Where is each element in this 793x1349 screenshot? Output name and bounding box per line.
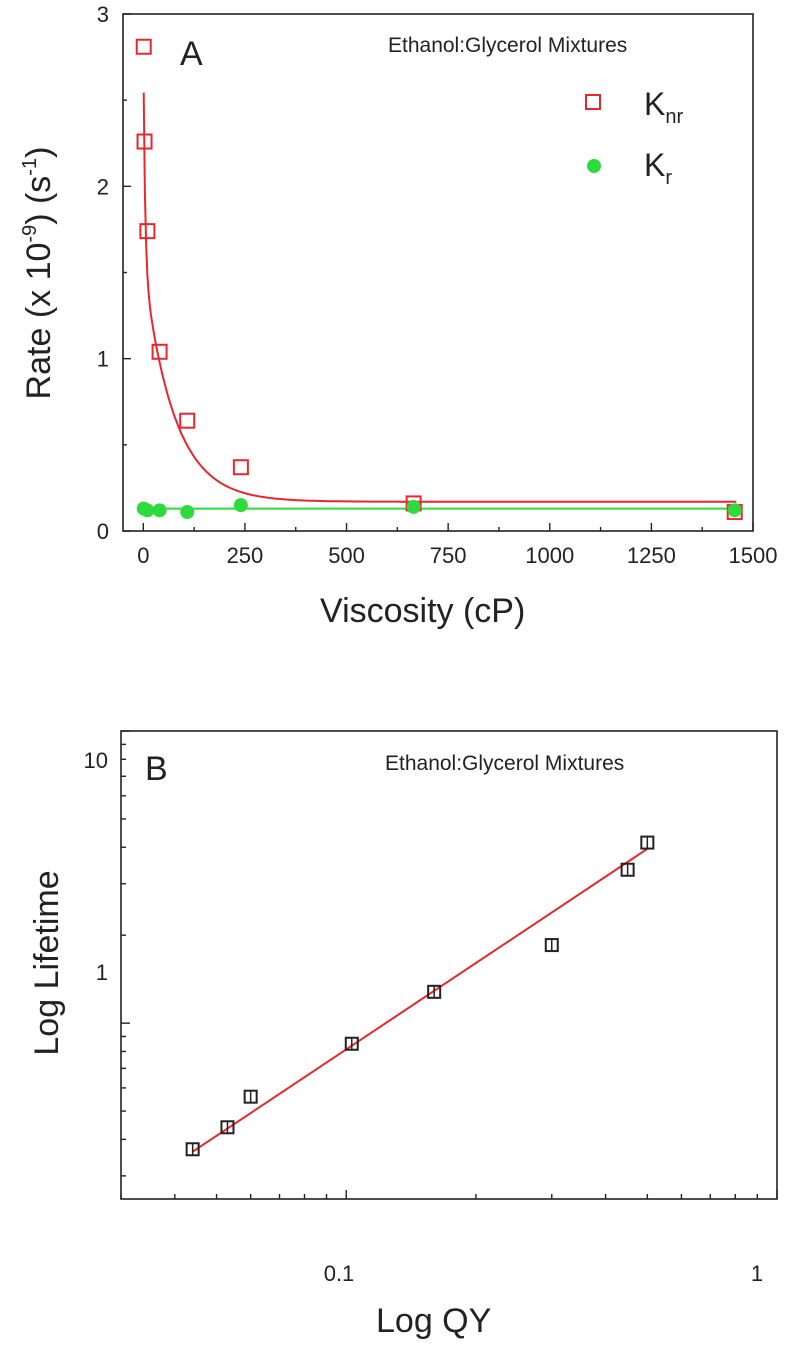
kr-point: [233, 498, 248, 513]
knr-point: [232, 459, 249, 476]
kr-point: [406, 499, 421, 514]
panel-a-y-axis-label: Rate (x 10-9) (s-1): [19, 147, 58, 400]
x-tick-label: 0: [137, 543, 149, 568]
kr-point: [140, 503, 155, 518]
panel-a-y-ticks: 0 1 2 3: [97, 2, 131, 544]
y-tick-label: 3: [97, 2, 109, 27]
panel-b-frame: [120, 730, 778, 1200]
kr-point: [180, 505, 195, 520]
panel-b: B Ethanol:Glycerol Mixtures 1 0.1 10 1 L…: [28, 730, 778, 1340]
panel-b-x-tick-label-0.1: 0.1: [324, 1261, 355, 1286]
panel-b-points: [185, 835, 655, 1157]
y-tick-label: 1: [97, 347, 109, 372]
panel-b-annotation: Ethanol:Glycerol Mixtures: [385, 752, 624, 775]
legend: Knr Kr: [585, 86, 683, 189]
y-tick-label: 0: [97, 519, 109, 544]
knr-fit-curve: [142, 92, 737, 503]
panel-b-x-axis-label: Log QY: [376, 1302, 491, 1340]
y-tick-label: 2: [97, 174, 109, 199]
x-tick-label: 750: [430, 543, 467, 568]
kr-point: [152, 503, 167, 518]
x-tick-label: 250: [227, 543, 264, 568]
panel-b-y-tick-label-10: 10: [84, 748, 108, 773]
legend-kr-label: Kr: [644, 147, 672, 189]
panel-a: 0 250 500 750 1000 1250 1500 0 1 2 3 A Ethanol:Gl…: [19, 2, 777, 630]
panel-b-x-ticks: [120, 1190, 778, 1199]
panel-a-annotation: Ethanol:Glycerol Mixtures: [388, 34, 627, 57]
x-tick-label: 1250: [627, 543, 676, 568]
knr-point: [139, 223, 156, 240]
panel-a-x-axis-label: Viscosity (cP): [320, 592, 525, 630]
panel-b-x-tick-label-1: 1: [751, 1261, 763, 1286]
panel-b-fit-line: [192, 848, 648, 1153]
panel-b-label: B: [145, 750, 168, 788]
panel-b-y-ticks: [121, 730, 130, 1177]
panel-b-y-axis-label: Log Lifetime: [28, 870, 66, 1055]
knr-point: [151, 343, 168, 360]
legend-knr-label: Knr: [644, 86, 683, 128]
panel-b-y-tick-label-1: 1: [96, 960, 108, 985]
panel-a-label: A: [180, 35, 203, 73]
x-tick-label: 1000: [525, 543, 574, 568]
x-tick-label: 1500: [729, 543, 778, 568]
panel-a-x-ticks: 0 250 500 750 1000 1250 1500: [137, 523, 777, 568]
legend-knr-marker: [585, 94, 601, 110]
knr-point: [135, 38, 152, 55]
legend-kr-marker: [587, 159, 601, 173]
x-tick-label: 500: [328, 543, 365, 568]
kr-point: [727, 503, 742, 518]
knr-point: [136, 133, 153, 150]
panel-a-points: [135, 38, 743, 521]
knr-point: [179, 412, 196, 429]
